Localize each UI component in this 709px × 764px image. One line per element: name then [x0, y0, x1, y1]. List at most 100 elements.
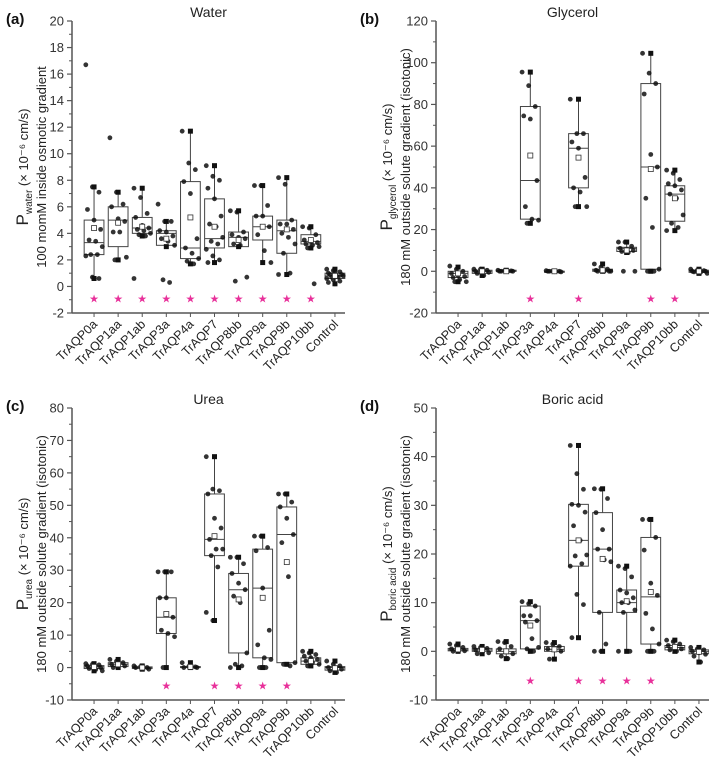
box-traqp7: [567, 442, 590, 641]
data-point: [567, 443, 573, 448]
y-tick-label: 40: [414, 180, 428, 195]
y-tick-label: 6: [57, 199, 64, 214]
significance-star: ★: [525, 676, 535, 688]
data-point: [208, 553, 214, 559]
data-point: [189, 250, 195, 256]
data-point: [181, 665, 187, 670]
panel-urea: (c) Urea -10 0 10 20 30 40 50 60 70 80 Purea (× 10⁻⁶…: [6, 391, 346, 760]
data-point: [255, 642, 261, 648]
data-point: [510, 268, 516, 274]
min-marker: [163, 665, 169, 671]
data-point: [279, 230, 285, 236]
data-point: [337, 278, 343, 284]
data-point: [88, 252, 94, 257]
max-marker: [648, 50, 654, 56]
mean-marker: [307, 237, 314, 243]
box-traqp8bb: [591, 261, 614, 274]
box-traqp0a: [447, 641, 469, 654]
mean-marker: [599, 267, 606, 274]
max-marker: [187, 660, 193, 666]
data-point: [650, 225, 655, 230]
box-traqp4a: [179, 128, 202, 267]
data-point: [179, 660, 185, 666]
data-point: [527, 613, 533, 619]
data-point: [521, 113, 527, 119]
data-point: [227, 208, 233, 214]
data-point: [591, 486, 597, 492]
data-point: [619, 249, 625, 254]
data-point: [606, 546, 612, 552]
mean-marker: [187, 664, 194, 670]
data-point: [146, 225, 152, 231]
data-point: [449, 270, 454, 276]
box-control: [688, 266, 709, 276]
data-point: [286, 574, 291, 580]
data-point: [215, 564, 221, 570]
iqr-box: [276, 506, 298, 664]
max-marker: [187, 128, 193, 134]
data-point: [241, 561, 246, 567]
data-point: [205, 491, 211, 497]
data-point: [244, 650, 250, 656]
data-point: [268, 657, 274, 662]
data-point: [134, 226, 140, 232]
mean-marker: [91, 664, 97, 670]
data-point: [86, 666, 92, 671]
mean-marker: [647, 589, 654, 595]
max-marker: [236, 554, 242, 560]
y-axis-label-line2: 100 momM inside osmotic gradient: [34, 66, 49, 268]
mean-marker: [455, 646, 461, 653]
box-traqp0a: [447, 263, 469, 285]
data-point: [210, 173, 216, 179]
mean-marker: [235, 237, 242, 243]
data-point: [450, 275, 456, 280]
data-point: [536, 217, 541, 223]
box-traqp7: [203, 163, 226, 266]
mean-marker: [115, 661, 122, 668]
y-axis-label: Pglycerol (× 10⁻⁶ cm/s): [377, 103, 399, 230]
y-tick-label: -2: [52, 306, 64, 321]
data-point: [220, 546, 226, 552]
data-point: [170, 233, 176, 239]
data-point: [109, 204, 114, 210]
min-marker: [696, 659, 702, 665]
data-point: [569, 635, 575, 641]
significance-star: ★: [161, 293, 171, 305]
box-traqp9a: [616, 563, 638, 654]
data-point: [617, 587, 623, 593]
data-point: [704, 270, 709, 276]
y-tick-label: 16: [50, 67, 64, 82]
y-tick-label: 60: [50, 465, 64, 480]
box-traqp8bb: [591, 486, 614, 654]
box-traqp8bb: [227, 208, 250, 284]
y-tick-label: -10: [45, 693, 64, 708]
data-point: [122, 663, 128, 669]
max-marker: [455, 264, 461, 270]
data-point: [526, 83, 532, 89]
data-point: [665, 643, 671, 648]
data-point: [289, 499, 295, 505]
min-marker: [527, 648, 533, 654]
chart-title: Boric acid: [542, 391, 603, 407]
mean-marker: [187, 214, 194, 221]
iqr-box: [252, 548, 274, 659]
data-point: [532, 104, 538, 109]
data-point: [495, 639, 501, 644]
data-point: [591, 648, 597, 654]
data-point: [574, 591, 580, 597]
box-traqp10bb: [664, 637, 686, 654]
min-marker: [479, 272, 485, 278]
data-point: [300, 648, 306, 654]
mean-marker: [115, 219, 122, 226]
box-traqp3a: [519, 69, 541, 226]
data-point: [574, 131, 580, 137]
data-point: [567, 96, 573, 102]
box-traqp9b: [640, 50, 662, 274]
data-point: [574, 471, 580, 477]
data-point: [498, 268, 504, 274]
data-point: [303, 658, 309, 664]
data-point: [648, 152, 654, 157]
data-point: [646, 70, 652, 76]
data-point: [339, 666, 344, 672]
significance-star: ★: [646, 676, 656, 688]
